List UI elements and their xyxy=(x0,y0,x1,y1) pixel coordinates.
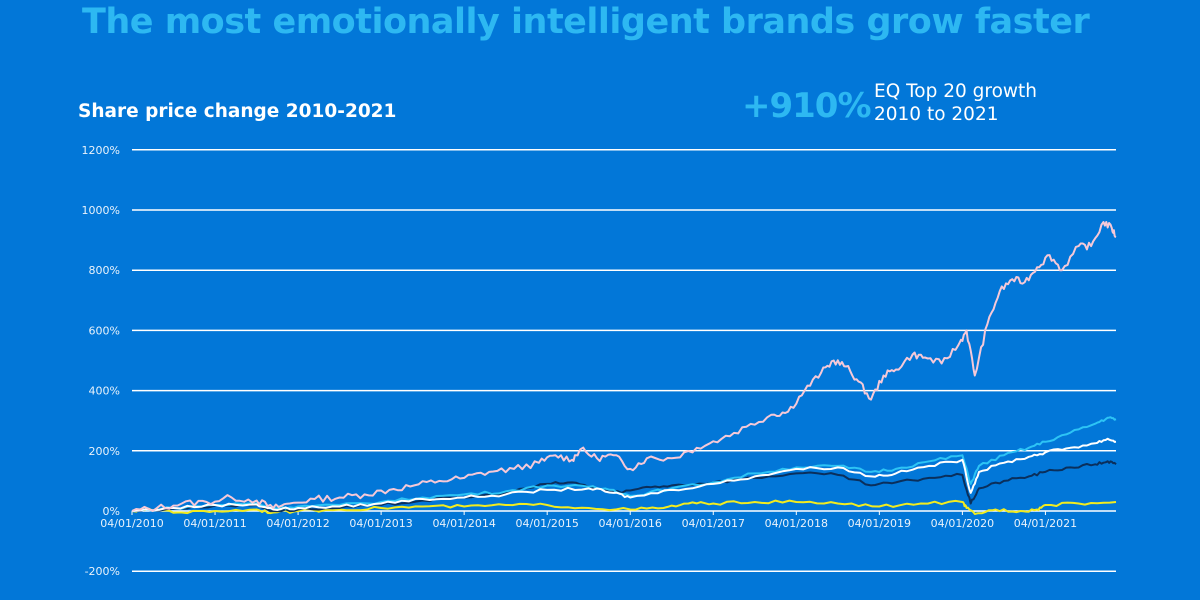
x-tick-label: 04/01/2015 xyxy=(515,517,578,530)
page-title: The most emotionally intelligent brands … xyxy=(82,2,1090,42)
y-tick-label: 1000% xyxy=(82,204,120,217)
growth-stat-label: EQ Top 20 growth 2010 to 2021 xyxy=(874,80,1037,126)
series-line-eq-top-20 xyxy=(131,221,1117,512)
x-axis-ticks: 04/01/2010 04/01/2011 04/01/2012 04/01/2013… xyxy=(100,511,1077,530)
chart-subtitle: Share price change 2010-2021 xyxy=(78,101,397,122)
series-line-yellow-series xyxy=(131,499,1117,515)
gridlines xyxy=(132,149,1116,572)
y-tick-label: -200% xyxy=(85,565,120,578)
x-tick-label: 04/01/2019 xyxy=(848,517,911,530)
x-tick-label: 04/01/2012 xyxy=(266,517,329,530)
x-tick-label: 04/01/2013 xyxy=(349,517,412,530)
x-tick-label: 04/01/2010 xyxy=(100,517,163,530)
y-tick-label: 400% xyxy=(89,385,120,398)
x-tick-label: 04/01/2014 xyxy=(432,517,495,530)
growth-stat-label-line2: 2010 to 2021 xyxy=(874,104,999,125)
y-tick-label: 600% xyxy=(89,324,120,337)
growth-stat-value: +910% xyxy=(742,86,872,126)
y-tick-label: 1200% xyxy=(82,144,120,157)
x-tick-label: 04/01/2016 xyxy=(599,517,662,530)
growth-stat-label-line1: EQ Top 20 growth xyxy=(874,81,1038,102)
x-tick-label: 04/01/2021 xyxy=(1014,517,1077,530)
x-tick-label: 04/01/2011 xyxy=(183,517,246,530)
x-tick-label: 04/01/2017 xyxy=(682,517,745,530)
y-tick-label: 200% xyxy=(89,445,120,458)
y-axis-tick-labels: 1200% 1000% 800% 600% 400% 200% 0% -200% xyxy=(82,144,120,578)
x-tick-label: 04/01/2020 xyxy=(931,517,994,530)
x-tick-label: 04/01/2018 xyxy=(765,517,828,530)
y-tick-label: 800% xyxy=(89,264,120,277)
y-tick-label: 0% xyxy=(103,505,120,518)
series-lines xyxy=(131,221,1117,515)
series-line-white-series xyxy=(131,437,1117,512)
